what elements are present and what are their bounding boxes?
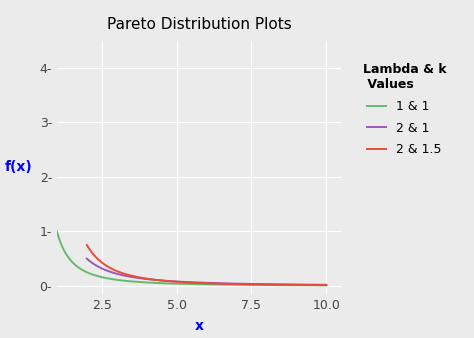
Line: 2 & 1: 2 & 1 (87, 259, 326, 285)
Line: 1 & 1: 1 & 1 (57, 232, 326, 285)
1 & 1 (266, 283, 272, 287)
1 & 1 (185, 282, 191, 286)
2 & 1.5 (323, 283, 329, 287)
1 & 1 (54, 230, 60, 234)
2 & 1 (317, 283, 322, 287)
X-axis label: x: x (195, 319, 203, 333)
2 & 1 (317, 283, 322, 287)
2 & 1 (323, 283, 329, 287)
Title: Pareto Distribution Plots: Pareto Distribution Plots (107, 18, 292, 32)
2 & 1 (194, 281, 200, 285)
2 & 1 (201, 281, 206, 285)
1 & 1 (178, 282, 183, 286)
2 & 1 (84, 257, 90, 261)
1 & 1 (68, 258, 73, 262)
1 & 1 (316, 283, 321, 287)
2 & 1 (273, 282, 278, 286)
2 & 1.5 (273, 283, 278, 287)
Legend: 1 & 1, 2 & 1, 2 & 1.5: 1 & 1, 2 & 1, 2 & 1.5 (359, 59, 450, 160)
Line: 2 & 1.5: 2 & 1.5 (87, 245, 326, 285)
2 & 1.5 (317, 283, 322, 287)
2 & 1.5 (194, 281, 200, 285)
2 & 1.5 (317, 283, 322, 287)
2 & 1.5 (201, 281, 206, 285)
Y-axis label: f(x): f(x) (5, 160, 33, 174)
2 & 1.5 (96, 258, 102, 262)
1 & 1 (316, 283, 321, 287)
2 & 1 (96, 265, 102, 269)
2 & 1.5 (84, 243, 90, 247)
1 & 1 (323, 283, 329, 287)
